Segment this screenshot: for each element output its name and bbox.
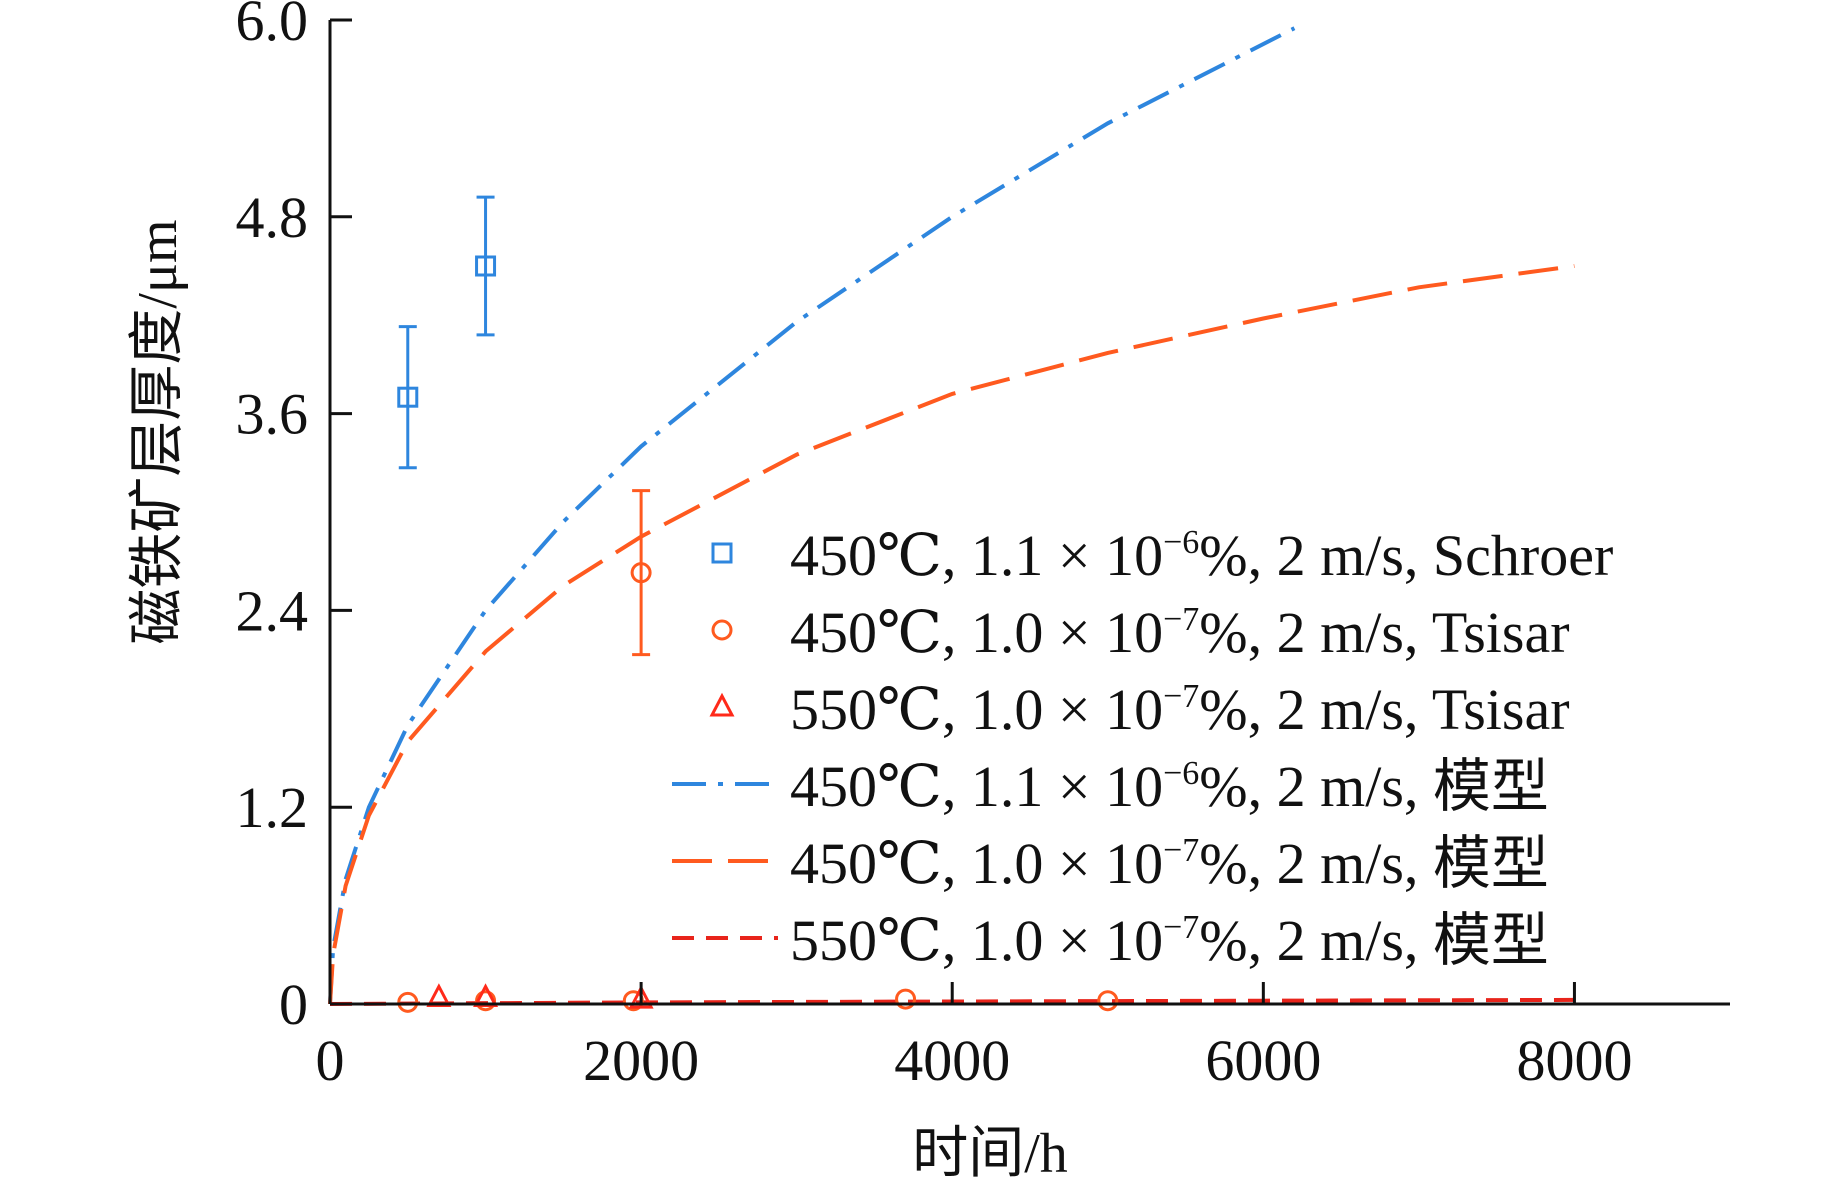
data-point-circle xyxy=(630,562,652,584)
legend-entry-1: 450℃, 1.0 × 10−7%, 2 m/s, Tsisar xyxy=(711,600,1570,665)
data-point-square xyxy=(397,386,419,408)
legend-label: 450℃, 1.0 × 10−7%, 2 m/s, 模型 xyxy=(790,831,1549,896)
x-tick-label: 8000 xyxy=(1516,1028,1632,1093)
data-point-triangle xyxy=(628,984,654,1009)
axes: 时间/h 磁铁矿层厚度/μm 0 1.2 2.4 3.6 4.8 6.0 0 2000 4000… xyxy=(127,0,1730,1177)
legend-entry-0: 450℃, 1.1 × 10−6%, 2 m/s, Schroer xyxy=(711,523,1613,588)
data-point-circle xyxy=(397,991,419,1013)
legend-entry-5: 550℃, 1.0 × 10−7%, 2 m/s, 模型 xyxy=(672,908,1549,973)
data-point-circle xyxy=(895,988,917,1010)
legend-entry-4: 450℃, 1.0 × 10−7%, 2 m/s, 模型 xyxy=(672,831,1549,896)
legend-label: 450℃, 1.1 × 10−6%, 2 m/s, Schroer xyxy=(790,523,1613,588)
legend-marker-triangle xyxy=(709,692,735,717)
legend-label: 550℃, 1.0 × 10−7%, 2 m/s, 模型 xyxy=(790,908,1549,973)
y-tick-label: 0 xyxy=(279,972,308,1037)
y-axis-label: 磁铁矿层厚度/μm xyxy=(127,219,189,644)
data-point-circle xyxy=(1097,990,1119,1012)
y-tick-label: 4.8 xyxy=(236,185,309,250)
x-axis-label: 时间/h xyxy=(912,1123,1068,1177)
series-layer xyxy=(328,26,1575,1013)
legend: 450℃, 1.1 × 10−6%, 2 m/s, Schroer 450℃, 1… xyxy=(672,523,1613,973)
legend-label: 450℃, 1.0 × 10−7%, 2 m/s, Tsisar xyxy=(790,600,1570,665)
y-tick-label: 1.2 xyxy=(236,775,309,840)
y-tick-label: 2.4 xyxy=(236,578,309,643)
legend-marker-circle xyxy=(711,619,733,641)
legend-entry-3: 450℃, 1.1 × 10−6%, 2 m/s, 模型 xyxy=(672,754,1549,819)
series-line-1 xyxy=(328,264,1575,1005)
x-tick-label: 0 xyxy=(316,1028,345,1093)
x-tick-label: 6000 xyxy=(1205,1028,1321,1093)
data-point-square xyxy=(475,255,497,277)
legend-marker-square xyxy=(711,542,733,564)
legend-entry-2: 550℃, 1.0 × 10−7%, 2 m/s, Tsisar xyxy=(709,677,1570,742)
x-tick-label: 2000 xyxy=(583,1028,699,1093)
y-tick-label: 6.0 xyxy=(236,0,309,53)
series-line-0 xyxy=(328,26,1296,1005)
y-tick-label: 3.6 xyxy=(236,382,309,447)
legend-label: 450℃, 1.1 × 10−6%, 2 m/s, 模型 xyxy=(790,754,1549,819)
x-tick-label: 4000 xyxy=(894,1028,1010,1093)
legend-label: 550℃, 1.0 × 10−7%, 2 m/s, Tsisar xyxy=(790,677,1570,742)
